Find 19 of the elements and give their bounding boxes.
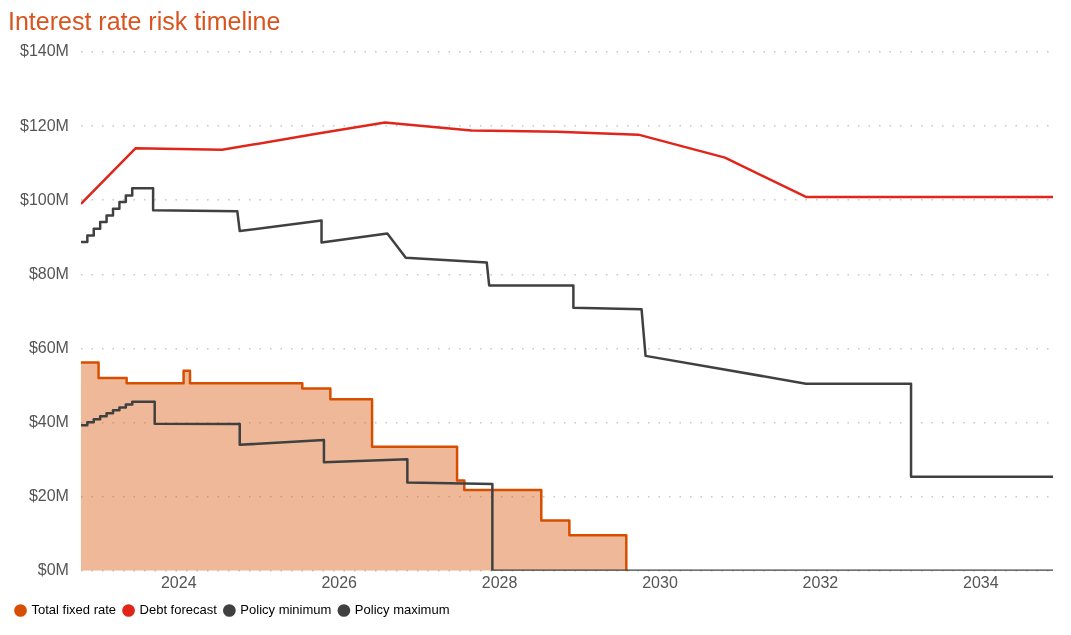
- x-tick-label: 2032: [802, 573, 839, 591]
- y-tick-label: $40M: [28, 412, 69, 430]
- x-tick-label: 2034: [963, 573, 999, 591]
- legend-label: Policy maximum: [354, 602, 450, 618]
- y-tick-label: $140M: [20, 42, 69, 60]
- y-tick-label: $20M: [28, 487, 69, 505]
- chart-title: Interest rate risk timeline: [8, 6, 281, 35]
- y-tick-label: $60M: [28, 338, 69, 356]
- legend-label: Debt forecast: [139, 602, 218, 618]
- x-tick-label: 2024: [160, 573, 197, 591]
- x-tick-label: 2026: [321, 573, 358, 591]
- y-tick-label: $120M: [20, 116, 69, 134]
- legend-label: Policy minimum: [240, 602, 332, 618]
- x-tick-label: 2030: [642, 573, 678, 591]
- legend-label: Total fixed rate: [31, 602, 117, 618]
- y-tick-label: $100M: [20, 190, 69, 208]
- y-tick-label: $0M: [37, 561, 69, 579]
- x-tick-label: 2028: [481, 573, 518, 591]
- y-tick-label: $80M: [28, 264, 69, 282]
